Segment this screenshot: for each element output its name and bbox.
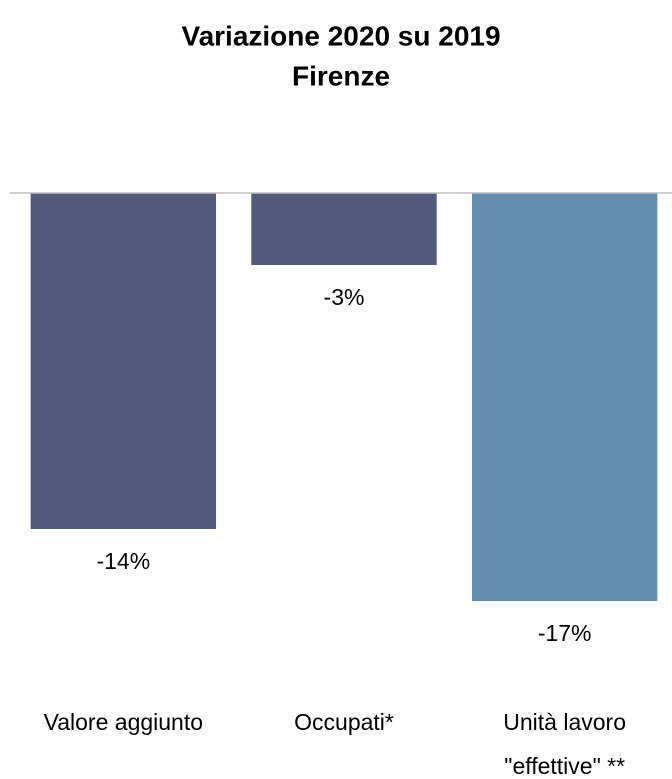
bar: [30, 193, 217, 529]
x-tick-label: Valore aggiunto: [43, 709, 204, 735]
data-label: -17%: [538, 620, 592, 646]
bar: [251, 193, 437, 265]
bar: [471, 193, 658, 601]
x-tick-label: Unità lavoro "effettive" **: [503, 709, 627, 779]
x-tick-label: Occupati*: [294, 709, 394, 735]
data-label: -14%: [96, 548, 150, 574]
chart-subtitle: Firenze: [292, 60, 390, 91]
chart-title: Variazione 2020 su 2019: [181, 20, 500, 51]
data-label: -3%: [324, 284, 365, 310]
